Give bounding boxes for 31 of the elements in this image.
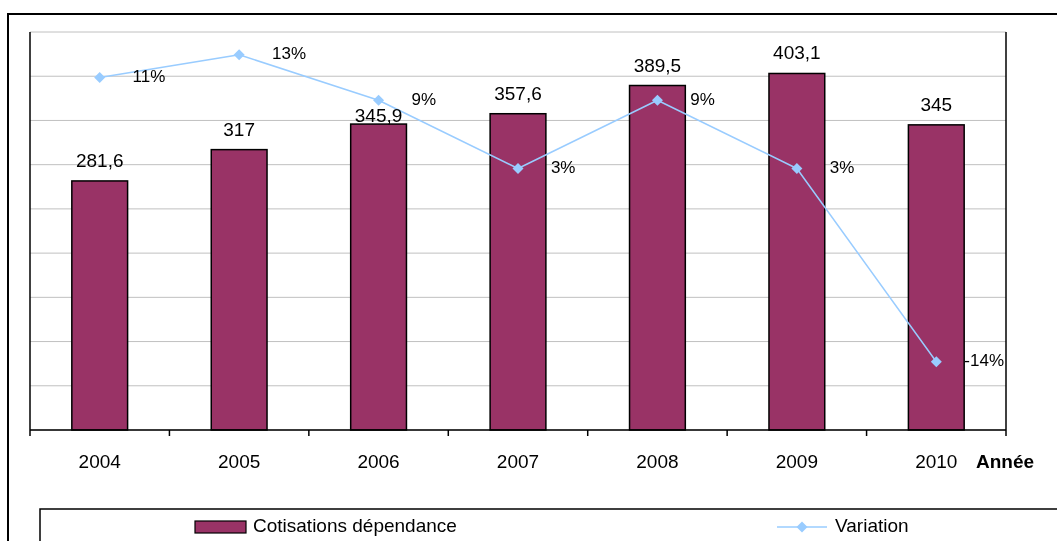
point xyxy=(373,94,385,106)
data-label: 13% xyxy=(272,44,307,64)
x-tick-label: 2006 xyxy=(357,451,400,472)
data-label: -14% xyxy=(964,351,1004,371)
data-label: 345 xyxy=(920,93,953,115)
data-label: 403,1 xyxy=(773,42,821,64)
point xyxy=(930,356,942,368)
x-tick-label: 2007 xyxy=(496,451,540,472)
data-label: 389,5 xyxy=(633,54,682,76)
x-tick-label: 2008 xyxy=(636,451,679,472)
data-label: 281,6 xyxy=(75,149,124,171)
legend-label: Cotisations dépendance xyxy=(253,515,457,537)
data-label: 3% xyxy=(550,157,576,177)
x-tick-label: 2005 xyxy=(218,451,261,472)
legend-label: Variation xyxy=(835,515,909,537)
data-label: 3% xyxy=(829,157,855,177)
point xyxy=(791,162,803,174)
data-label: 317 xyxy=(223,118,255,140)
data-label: 9% xyxy=(411,89,437,109)
data-label: 9% xyxy=(690,89,715,109)
point xyxy=(512,162,524,174)
data-label: 345,9 xyxy=(354,105,403,127)
point xyxy=(651,94,663,106)
point xyxy=(94,71,106,83)
data-label: 11% xyxy=(132,66,166,86)
x-tick-label: 2009 xyxy=(775,451,818,472)
x-axis-title: Année xyxy=(976,451,1035,472)
x-tick-label: 2010 xyxy=(915,451,958,472)
data-label: 357,6 xyxy=(494,82,542,104)
point xyxy=(233,49,245,61)
x-tick-label: 2004 xyxy=(78,451,122,472)
